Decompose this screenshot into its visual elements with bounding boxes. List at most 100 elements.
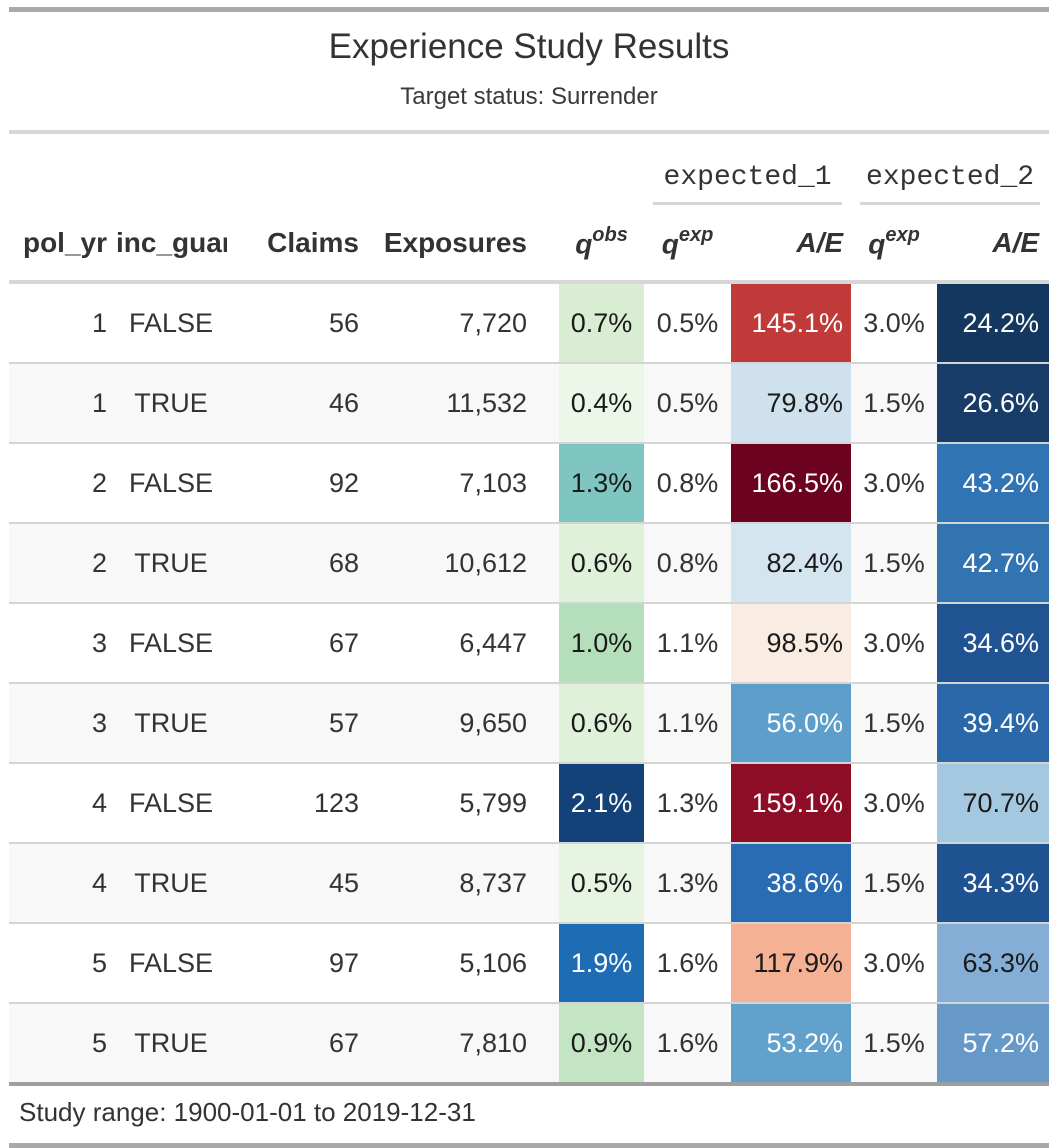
- cell-q-exp-2: 3.0%: [863, 307, 925, 338]
- table-row: 3 TRUE 57 9,650 0.6% 1.1% 56.0% 1.5% 39.4%: [9, 682, 1050, 763]
- col-header-exposures: Exposures: [367, 206, 559, 284]
- table-row: 4 FALSE 123 5,799 2.1% 1.3% 159.1% 3.0% 70.7%: [9, 762, 1050, 843]
- cell-pol-yr: 3: [9, 602, 115, 683]
- col-header-claims: Claims: [227, 206, 367, 284]
- col-header-pol-yr: pol_yr: [9, 206, 115, 284]
- page-subtitle: Target status: Surrender: [400, 83, 658, 110]
- cell-q-obs: 2.1%: [559, 762, 645, 843]
- cell-q-exp-2: 1.5%: [851, 682, 938, 763]
- source-note: Study range: 1900-01-01 to 2019-12-31: [9, 1082, 1049, 1148]
- cell-ae-1: 145.1%: [731, 282, 852, 363]
- cell-ae-2: 39.4%: [937, 682, 1050, 763]
- cell-ae-1: 82.4%: [731, 522, 852, 603]
- cell-exposures: 7,720: [459, 307, 527, 338]
- cell-exposures: 5,106: [367, 922, 559, 1003]
- cell-q-exp-2: 1.5%: [851, 522, 938, 603]
- experience-study-table: Experience Study Results Target status: …: [9, 7, 1050, 1148]
- q-exp-1-sup: exp: [678, 223, 714, 246]
- cell-ae-1: 79.8%: [731, 362, 852, 443]
- cell-exposures: 7,810: [367, 1002, 559, 1082]
- cell-pol-yr: 1: [91, 307, 107, 338]
- cell-pol-yr: 3: [9, 682, 115, 763]
- cell-q-exp-1: 1.6%: [644, 922, 732, 1003]
- cell-ae-2: 26.6%: [937, 362, 1050, 443]
- q-exp-1-base: q: [661, 228, 679, 260]
- table-row: 2 TRUE 68 10,612 0.6% 0.8% 82.4% 1.5% 42.7%: [9, 522, 1050, 603]
- col-header-q-exp-2: qexp: [851, 206, 938, 284]
- cell-q-obs: 0.6%: [559, 682, 645, 763]
- page-title: Experience Study Results: [328, 27, 730, 66]
- spanner-expected-2-label: expected_2: [860, 162, 1041, 205]
- cell-inc-guar: FALSE: [128, 307, 214, 338]
- cell-q-exp-1: 0.8%: [644, 522, 732, 603]
- column-labels-row: pol_yr inc_guar Claims Exposures qobs qe…: [9, 206, 1050, 284]
- cell-q-obs: 1.9%: [559, 922, 645, 1003]
- cell-ae-2: 34.6%: [937, 602, 1050, 683]
- cell-exposures: 11,532: [367, 362, 559, 443]
- cell-claims: 97: [227, 922, 367, 1003]
- cell-q-exp-1: 0.5%: [656, 307, 719, 338]
- cell-inc-guar: TRUE: [115, 522, 227, 603]
- cell-ae-2: 70.7%: [937, 762, 1050, 843]
- cell-inc-guar: TRUE: [115, 682, 227, 763]
- cell-pol-yr: 1: [9, 362, 115, 443]
- cell-q-exp-1: 1.6%: [644, 1002, 732, 1082]
- cell-pol-yr: 5: [9, 1002, 115, 1082]
- cell-q-obs: 0.4%: [559, 362, 645, 443]
- results-table: expected_1 expected_2 pol_yr inc_guar Cl…: [9, 134, 1050, 1082]
- cell-ae-1: 98.5%: [731, 602, 852, 683]
- cell-q-obs: 1.3%: [559, 442, 645, 523]
- cell-claims: 46: [227, 362, 367, 443]
- cell-q-exp-2: 3.0%: [851, 442, 938, 523]
- cell-pol-yr: 4: [9, 762, 115, 843]
- spanner-expected-1-label: expected_1: [653, 162, 843, 205]
- cell-exposures: 9,650: [367, 682, 559, 763]
- cell-ae-1: 159.1%: [731, 762, 852, 843]
- table-row: 5 TRUE 67 7,810 0.9% 1.6% 53.2% 1.5% 57.2%: [9, 1002, 1050, 1082]
- cell-q-obs: 0.6%: [559, 522, 645, 603]
- spanner-empty: [9, 134, 644, 206]
- cell-q-obs: 0.5%: [559, 842, 645, 923]
- col-header-ae-1: A/E: [731, 206, 852, 284]
- spanner-expected-2: expected_2: [851, 134, 1049, 206]
- cell-q-exp-1: 1.1%: [644, 682, 732, 763]
- cell-claims: 68: [227, 522, 367, 603]
- spanner-row: expected_1 expected_2: [9, 134, 1049, 206]
- cell-ae-2: 43.2%: [937, 442, 1050, 523]
- table-row: 5 FALSE 97 5,106 1.9% 1.6% 117.9% 3.0% 63.3%: [9, 922, 1050, 1003]
- cell-inc-guar: TRUE: [115, 842, 227, 923]
- col-header-ae-2: A/E: [937, 206, 1050, 284]
- cell-exposures: 10,612: [367, 522, 559, 603]
- cell-inc-guar: FALSE: [115, 922, 227, 1003]
- col-header-q-obs: qobs: [559, 206, 645, 284]
- cell-inc-guar: TRUE: [115, 362, 227, 443]
- col-header-q-exp-1: qexp: [644, 206, 732, 284]
- cell-ae-1: 38.6%: [731, 842, 852, 923]
- q-obs-sup: obs: [592, 223, 628, 246]
- cell-claims: 67: [227, 1002, 367, 1082]
- table-row: 1 FALSE 56 7,720 0.7% 0.5% 145.1% 3.0% 24.2%: [9, 282, 1050, 363]
- cell-ae-1: 117.9%: [731, 922, 852, 1003]
- cell-ae-1: 166.5%: [731, 442, 852, 523]
- cell-ae-1: 56.0%: [731, 682, 852, 763]
- cell-pol-yr: 2: [9, 522, 115, 603]
- cell-q-exp-1: 0.5%: [644, 362, 732, 443]
- cell-q-exp-2: 3.0%: [851, 602, 938, 683]
- cell-q-exp-2: 1.5%: [851, 842, 938, 923]
- cell-claims: 57: [227, 682, 367, 763]
- cell-inc-guar: FALSE: [115, 442, 227, 523]
- col-header-inc-guar: inc_guar: [115, 206, 227, 284]
- cell-exposures: 5,799: [367, 762, 559, 843]
- cell-ae-2: 24.2%: [937, 282, 1050, 363]
- cell-q-exp-2: 1.5%: [851, 1002, 938, 1082]
- table-heading: Experience Study Results Target status: …: [9, 7, 1049, 134]
- cell-ae-2: 63.3%: [937, 922, 1050, 1003]
- q-exp-2-sup: exp: [885, 223, 920, 246]
- table-row: 2 FALSE 92 7,103 1.3% 0.8% 166.5% 3.0% 43.2%: [9, 442, 1050, 523]
- spanner-expected-1: expected_1: [644, 134, 851, 206]
- cell-q-exp-1: 1.3%: [644, 842, 732, 923]
- cell-claims: 67: [227, 602, 367, 683]
- cell-claims: 56: [328, 307, 359, 338]
- cell-inc-guar: TRUE: [115, 1002, 227, 1082]
- cell-claims: 45: [227, 842, 367, 923]
